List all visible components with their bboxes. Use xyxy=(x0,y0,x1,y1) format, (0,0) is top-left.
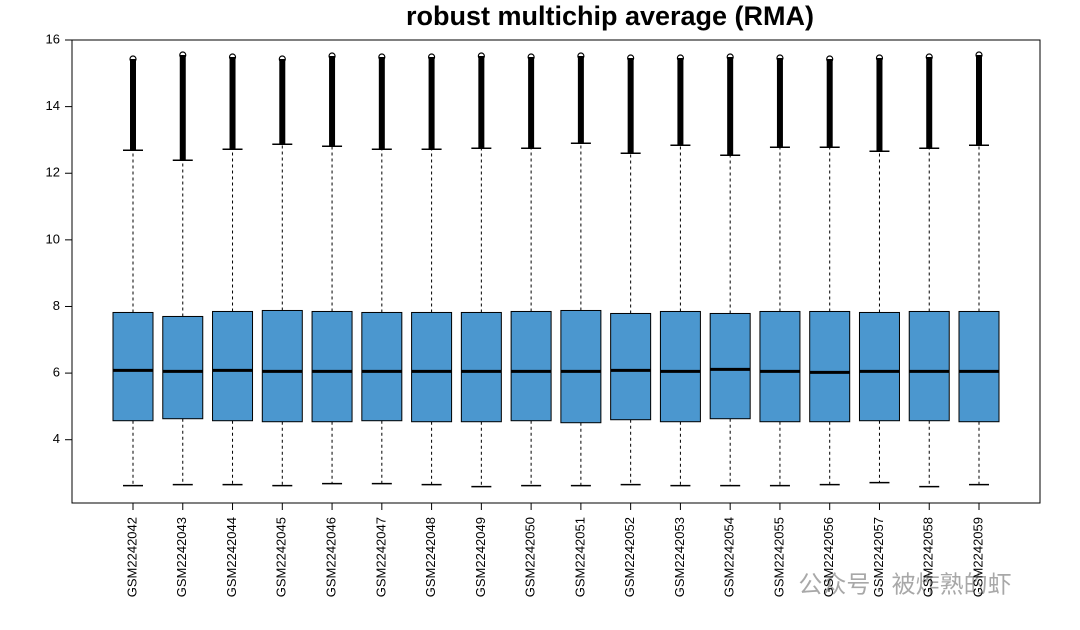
outlier xyxy=(527,53,535,61)
outlier xyxy=(427,53,436,61)
x-tick-label: GSM2242052 xyxy=(622,517,637,597)
x-tick-label: GSM2242042 xyxy=(124,517,139,597)
outlier xyxy=(726,53,734,61)
box xyxy=(908,310,950,422)
y-tick-label: 10 xyxy=(46,231,60,246)
outlier xyxy=(278,55,286,63)
x-tick-label: GSM2242050 xyxy=(523,517,538,597)
x-tick-label: GSM2242051 xyxy=(572,517,587,597)
outlier xyxy=(826,55,834,63)
x-tick-label: GSM2242047 xyxy=(373,517,388,597)
x-tick-label: GSM2242048 xyxy=(423,517,438,597)
box xyxy=(858,311,900,422)
y-tick-label: 12 xyxy=(46,165,60,180)
x-tick-label: GSM2242053 xyxy=(672,517,687,597)
y-tick-label: 8 xyxy=(53,298,60,313)
box xyxy=(560,309,602,424)
outlier xyxy=(577,52,585,60)
plot-frame xyxy=(71,39,1041,504)
y-tick-label: 6 xyxy=(53,365,60,380)
x-tick-label: GSM2242049 xyxy=(473,517,488,597)
box xyxy=(759,310,801,423)
outlier xyxy=(875,54,884,62)
outlier xyxy=(129,55,137,63)
y-tick-label: 14 xyxy=(46,98,60,113)
y-tick-label: 16 xyxy=(46,31,60,46)
x-tick-label: GSM2242045 xyxy=(274,517,289,597)
box xyxy=(212,310,254,422)
outlier xyxy=(627,54,635,62)
box xyxy=(311,310,353,423)
x-tick-label: GSM2242055 xyxy=(771,517,786,597)
box xyxy=(162,315,204,420)
x-tick-label: GSM2242046 xyxy=(323,517,338,597)
outlier xyxy=(477,52,485,60)
box xyxy=(709,312,751,420)
x-tick-label: GSM2242057 xyxy=(871,517,886,597)
box xyxy=(510,310,552,422)
outlier xyxy=(776,54,784,62)
x-tick-label: GSM2242044 xyxy=(224,517,239,597)
chart-title: robust multichip average (RMA) xyxy=(406,1,814,31)
box xyxy=(610,312,652,421)
y-tick-label: 4 xyxy=(53,431,60,446)
outlier xyxy=(179,51,187,59)
watermark: 公众号 · 被炸熟的虾 xyxy=(798,571,1011,598)
x-tick-label: GSM2242056 xyxy=(821,517,836,597)
box xyxy=(361,311,403,422)
outlier xyxy=(676,54,685,62)
x-tick-label: GSM2242054 xyxy=(722,517,737,597)
box xyxy=(659,310,701,423)
outlier xyxy=(975,51,983,59)
box xyxy=(261,309,303,423)
box xyxy=(809,310,851,423)
outlier xyxy=(925,53,933,61)
box xyxy=(112,311,154,422)
outlier xyxy=(378,53,386,61)
box xyxy=(958,310,1000,423)
box xyxy=(411,311,453,423)
x-tick-label: GSM2242043 xyxy=(174,517,189,597)
box xyxy=(460,311,502,423)
outlier xyxy=(228,53,237,61)
outlier xyxy=(328,52,336,60)
x-tick-label: GSM2242059 xyxy=(970,517,985,597)
x-tick-label: GSM2242058 xyxy=(921,517,936,597)
